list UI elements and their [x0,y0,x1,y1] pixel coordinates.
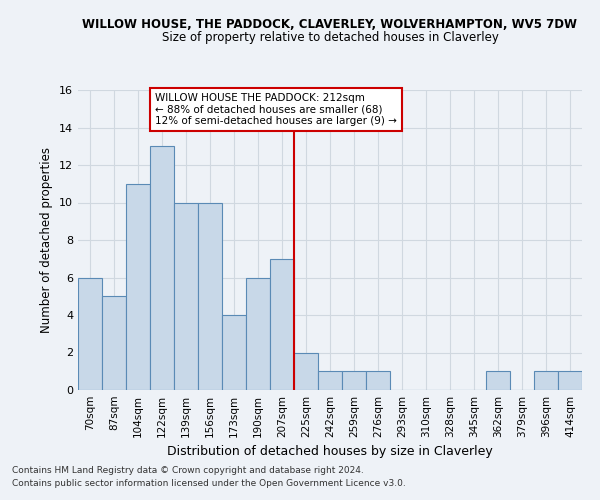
Bar [366,371,390,390]
Bar [78,278,102,390]
Bar [486,371,510,390]
Bar [558,371,582,390]
Bar [174,202,198,390]
Text: Contains HM Land Registry data © Crown copyright and database right 2024.: Contains HM Land Registry data © Crown c… [12,466,364,475]
Bar [534,371,558,390]
Bar [222,315,246,390]
Text: Contains public sector information licensed under the Open Government Licence v3: Contains public sector information licen… [12,478,406,488]
Bar [246,278,270,390]
Text: WILLOW HOUSE THE PADDOCK: 212sqm
← 88% of detached houses are smaller (68)
12% o: WILLOW HOUSE THE PADDOCK: 212sqm ← 88% o… [155,93,397,126]
Bar [270,259,294,390]
Bar [126,184,150,390]
Bar [198,202,222,390]
Text: Size of property relative to detached houses in Claverley: Size of property relative to detached ho… [161,31,499,44]
Y-axis label: Number of detached properties: Number of detached properties [40,147,53,333]
Bar [102,296,126,390]
Bar [318,371,342,390]
Text: WILLOW HOUSE, THE PADDOCK, CLAVERLEY, WOLVERHAMPTON, WV5 7DW: WILLOW HOUSE, THE PADDOCK, CLAVERLEY, WO… [83,18,577,30]
Bar [294,352,318,390]
X-axis label: Distribution of detached houses by size in Claverley: Distribution of detached houses by size … [167,446,493,458]
Bar [342,371,366,390]
Bar [150,146,174,390]
